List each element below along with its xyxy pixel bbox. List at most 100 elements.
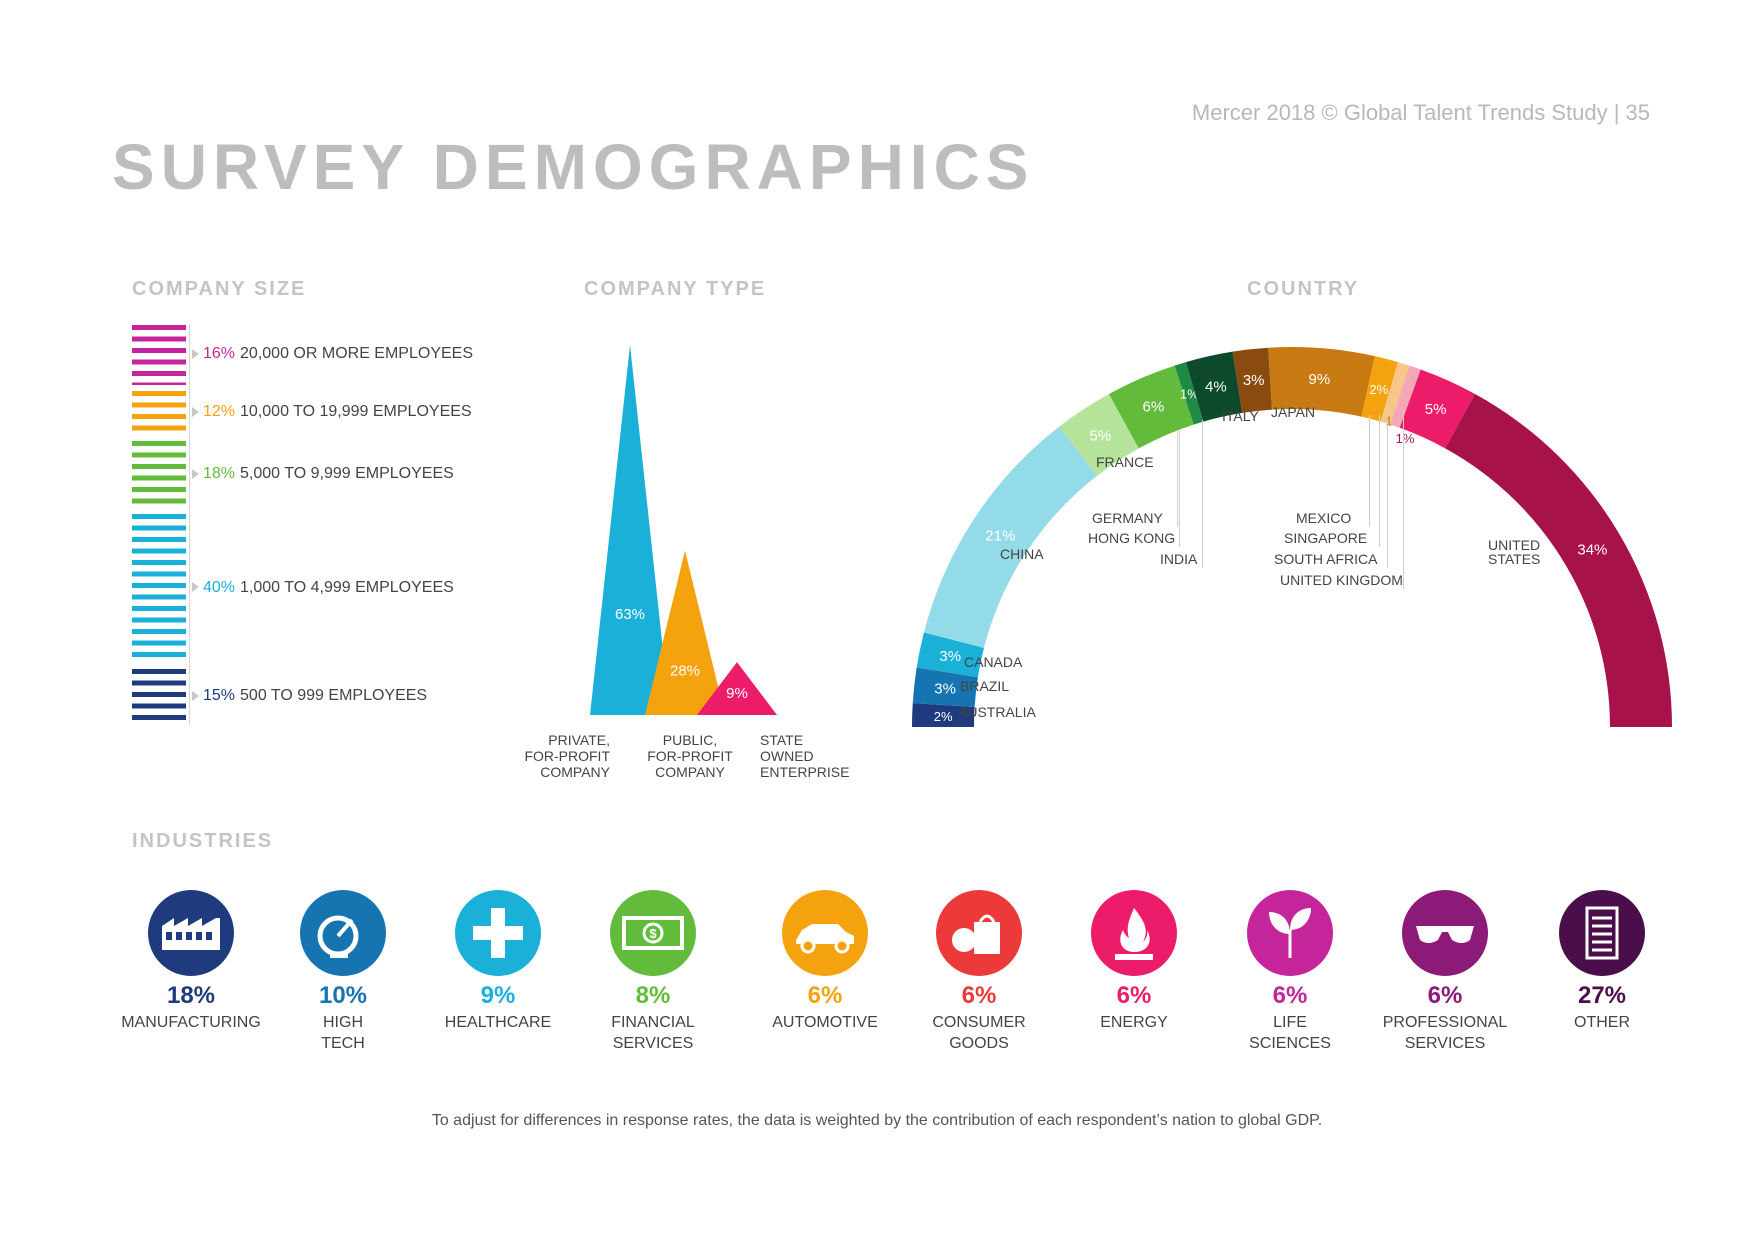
industry-item: 10% HIGH TECH <box>268 890 418 1054</box>
country-slice <box>912 667 978 708</box>
size-category: 20,000 OR MORE EMPLOYEES <box>240 344 474 362</box>
industry-label: LIFE SCIENCES <box>1215 1012 1365 1054</box>
glasses-icon <box>1402 890 1488 976</box>
footnote: To adjust for differences in response ra… <box>431 1112 1323 1129</box>
size-category: 10,000 TO 19,999 EMPLOYEES <box>240 402 472 420</box>
industry-pct: 10% <box>318 982 368 1009</box>
industry-label: AUTOMOTIVE <box>750 1012 900 1033</box>
country-pct: 5% <box>1090 427 1112 444</box>
type-triangle <box>590 345 670 715</box>
industry-item: $8% FINANCIAL SERVICES <box>578 890 728 1054</box>
industry-item: 27% OTHER <box>1527 890 1677 1033</box>
industry-item: 9% HEALTHCARE <box>423 890 573 1033</box>
country-pct: 21% <box>985 527 1015 544</box>
sprout-icon <box>1247 890 1333 976</box>
industry-label: CONSUMER GOODS <box>904 1012 1054 1054</box>
industry-label: FINANCIAL SERVICES <box>578 1012 728 1054</box>
size-category: 500 TO 999 EMPLOYEES <box>240 687 428 705</box>
country-name-label: UNITED <box>1488 537 1541 553</box>
industry-item: 6% PROFESSIONAL SERVICES <box>1370 890 1520 1054</box>
leader-line <box>1179 430 1180 547</box>
leader-line <box>1379 415 1380 547</box>
svg-text:$: $ <box>649 926 657 941</box>
country-name-label: FRANCE <box>1096 454 1154 470</box>
industry-label: OTHER <box>1527 1012 1677 1033</box>
type-label-line: FOR-PROFIT <box>524 748 610 764</box>
country-pct: 5% <box>1425 401 1447 418</box>
country-slice <box>916 632 984 678</box>
country-slice <box>1445 394 1672 727</box>
country-pct: 2% <box>1369 382 1388 397</box>
size-segment <box>132 514 186 664</box>
country-pct: 1% <box>1396 431 1415 446</box>
size-pct: 16% <box>203 344 236 362</box>
industry-item: 18% MANUFACTURING <box>116 890 266 1033</box>
industry-pct: 6% <box>807 982 843 1009</box>
industry-pct: 6% <box>1116 982 1152 1009</box>
industry-label-line: SERVICES <box>612 1035 694 1052</box>
industry-label-line: PROFESSIONAL <box>1382 1014 1508 1031</box>
country-slice <box>912 703 975 727</box>
type-label-line: COMPANY <box>540 764 610 780</box>
type-pct: 9% <box>726 685 748 702</box>
industry-pct: 6% <box>1272 982 1308 1009</box>
industry-item: 6% LIFE SCIENCES <box>1215 890 1365 1054</box>
page-reference: Mercer 2018 © Global Talent Trends Study… <box>1191 100 1650 125</box>
industry-label: HIGH TECH <box>268 1012 418 1054</box>
industry-pct: 6% <box>1427 982 1463 1009</box>
country-name-label: UNITED KINGDOM <box>1280 572 1403 588</box>
industry-label-line: HIGH <box>323 1014 363 1031</box>
country-name-label: BRAZIL <box>960 678 1010 694</box>
country-name-label: ITALY <box>1222 408 1259 424</box>
country-slice <box>1174 362 1204 425</box>
size-segment <box>132 669 186 725</box>
type-label-line: ENTERPRISE <box>760 764 850 780</box>
country-pct: 2% <box>934 709 953 724</box>
type-label-line: PUBLIC, <box>662 732 718 748</box>
country-name-label: JAPAN <box>1271 404 1316 420</box>
country-slice <box>923 426 1098 648</box>
country-name-label: GERMANY <box>1092 510 1163 526</box>
pointer-arrow-icon <box>192 690 199 701</box>
country-name-label: SOUTH AFRICA <box>1274 551 1378 567</box>
size-pct: 15% <box>203 687 236 705</box>
country-slice <box>1185 351 1243 422</box>
industry-pct: 8% <box>635 982 671 1009</box>
industry-item: 6% ENERGY <box>1059 890 1209 1033</box>
country-name-label: SINGAPORE <box>1284 530 1368 546</box>
leader-line <box>1177 430 1178 527</box>
industry-label-line: MANUFACTURING <box>121 1014 261 1031</box>
banknote-icon: $ <box>610 890 696 976</box>
industry-label-line: SCIENCES <box>1249 1035 1331 1052</box>
country-slice <box>1361 356 1399 422</box>
industry-label: ENERGY <box>1059 1012 1209 1033</box>
leader-line <box>1387 415 1388 568</box>
industry-label-line: CONSUMER <box>932 1014 1026 1031</box>
country-slice <box>1399 369 1476 449</box>
industry-pct: 27% <box>1577 982 1627 1009</box>
industry-label-line: FINANCIAL <box>611 1014 695 1031</box>
size-label: 40% 1,000 TO 4,999 EMPLOYEES <box>192 579 454 597</box>
industry-label-line: ENERGY <box>1100 1014 1168 1031</box>
country-pct: 4% <box>1205 378 1227 395</box>
leader-line <box>1403 410 1404 589</box>
type-category-label: PRIVATE, FOR-PROFIT COMPANY <box>520 732 610 780</box>
size-label: 16% 20,000 OR MORE EMPLOYEES <box>192 345 473 363</box>
type-category-label: STATE OWNED ENTERPRISE <box>760 732 870 780</box>
size-pct: 40% <box>203 578 236 596</box>
industry-label-line: AUTOMOTIVE <box>772 1014 878 1031</box>
type-label-line: COMPANY <box>655 764 725 780</box>
industry-label: MANUFACTURING <box>116 1012 266 1033</box>
industry-pct: 9% <box>480 982 516 1009</box>
type-triangle <box>697 662 777 715</box>
leader-line <box>1369 415 1370 527</box>
size-segment <box>132 325 186 385</box>
satellite-dish-icon <box>300 890 386 976</box>
size-segment <box>132 390 186 436</box>
size-label: 18% 5,000 TO 9,999 EMPLOYEES <box>192 465 454 483</box>
pointer-arrow-icon <box>192 406 199 417</box>
country-name-label: CHINA <box>1000 546 1044 562</box>
car-icon <box>782 890 868 976</box>
industries-title: INDUSTRIES <box>132 830 274 852</box>
country-slice <box>1108 365 1194 449</box>
